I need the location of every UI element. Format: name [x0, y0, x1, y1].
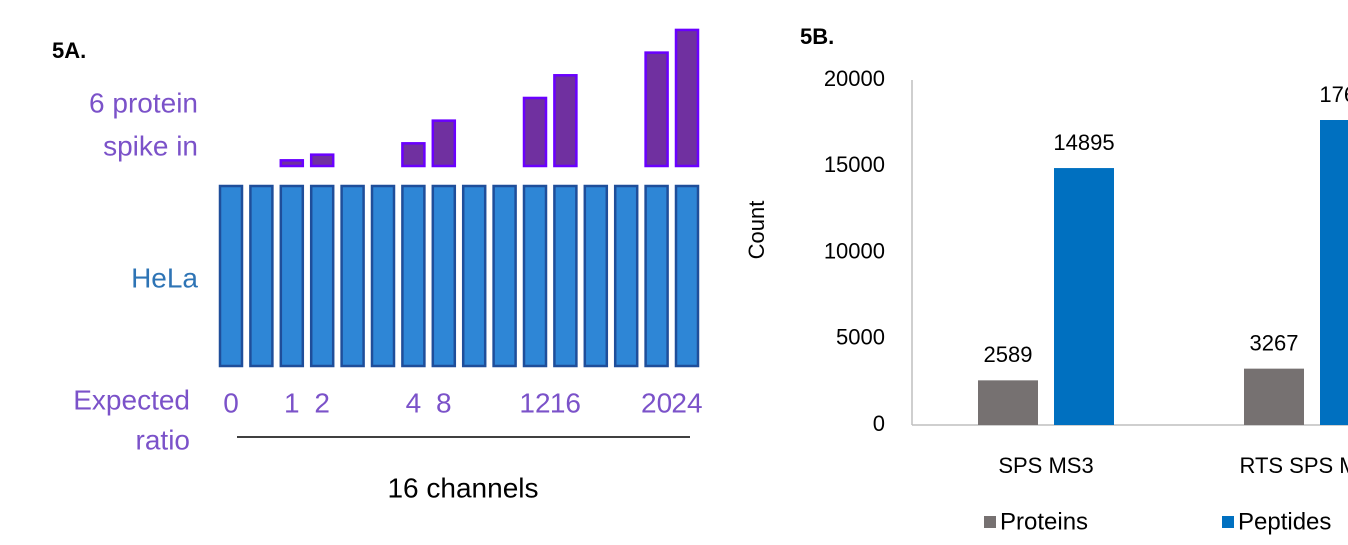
bar: [1320, 120, 1348, 425]
ratio-label: ratio: [136, 424, 190, 455]
ratio-value: 16: [550, 387, 581, 418]
y-axis-label: Count: [744, 201, 769, 260]
x-tick-label: SPS MS3: [998, 453, 1093, 478]
channel-bar: [522, 184, 548, 368]
channel-bar: [218, 184, 244, 368]
x-axis-label: 16 channels: [387, 472, 538, 503]
ratio-value: 8: [436, 387, 452, 418]
ratio-value: 4: [406, 387, 422, 418]
channel-bar: [461, 184, 487, 368]
y-tick-label: 15000: [824, 152, 885, 177]
channel-bar: [583, 184, 609, 368]
value-label: 14895: [1053, 130, 1114, 155]
spike-bar: [401, 142, 426, 168]
ratio-value: 2: [314, 387, 330, 418]
spike-bar: [309, 153, 335, 168]
ratio-value: 12: [519, 387, 550, 418]
legend-label: Peptides: [1238, 508, 1331, 535]
y-tick-label: 20000: [824, 66, 885, 91]
channel-bar: [401, 184, 426, 368]
ratio-value: 0: [223, 387, 239, 418]
spike-bar: [431, 119, 457, 168]
channel-bar: [553, 184, 578, 368]
legend-swatch: [984, 516, 996, 528]
legend-swatch: [1222, 516, 1234, 528]
channel-bar: [492, 184, 517, 368]
channel-bar: [309, 184, 335, 368]
spike-bar: [644, 51, 669, 168]
spike-bar: [279, 159, 305, 168]
channel-bar: [613, 184, 639, 368]
bar: [1054, 168, 1114, 425]
y-tick-label: 0: [873, 411, 885, 436]
base-label: HeLa: [131, 262, 198, 293]
value-label: 17681: [1319, 82, 1348, 107]
value-label: 2589: [984, 342, 1033, 367]
channel-bar: [370, 184, 396, 368]
y-tick-label: 5000: [836, 325, 885, 350]
spike-bar: [674, 28, 700, 168]
spike-label: 6 protein: [89, 87, 198, 118]
channel-bar: [279, 184, 305, 368]
ratio-value: 20: [641, 387, 672, 418]
y-tick-label: 10000: [824, 238, 885, 263]
value-label: 3267: [1250, 330, 1299, 355]
bar: [978, 380, 1038, 425]
ratio-label: Expected: [73, 384, 190, 415]
bar: [1244, 368, 1304, 425]
spike-bar: [522, 96, 548, 168]
channel-bar: [674, 184, 700, 368]
channel-bar: [431, 184, 457, 368]
spike-label: spike in: [103, 130, 198, 161]
ratio-value: 1: [284, 387, 300, 418]
ratio-value: 24: [671, 387, 702, 418]
x-tick-label: RTS SPS MS3: [1239, 453, 1348, 478]
spike-bar: [553, 74, 578, 168]
channel-bar: [249, 184, 274, 368]
legend-label: Proteins: [1000, 508, 1088, 535]
panel-label: 5B.: [800, 24, 834, 49]
channel-bar: [340, 184, 365, 368]
panel-label: 5A.: [52, 38, 86, 63]
channel-bar: [644, 184, 669, 368]
